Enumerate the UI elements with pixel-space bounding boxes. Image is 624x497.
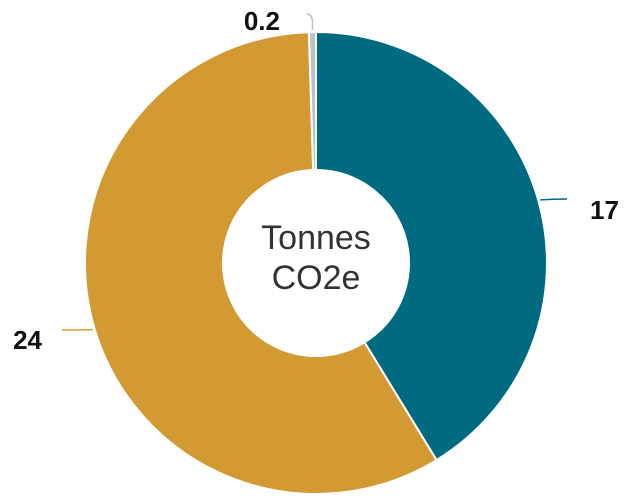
slice-label-17: 17 <box>590 195 619 225</box>
leader-line-17 <box>540 199 567 200</box>
slice-label-24: 24 <box>13 325 42 355</box>
center-label-line-1: Tonnes <box>261 219 371 257</box>
leader-line-0-2 <box>306 14 312 30</box>
slice-label-0-2: 0.2 <box>244 6 280 36</box>
center-label-line-2: CO2e <box>272 259 361 297</box>
